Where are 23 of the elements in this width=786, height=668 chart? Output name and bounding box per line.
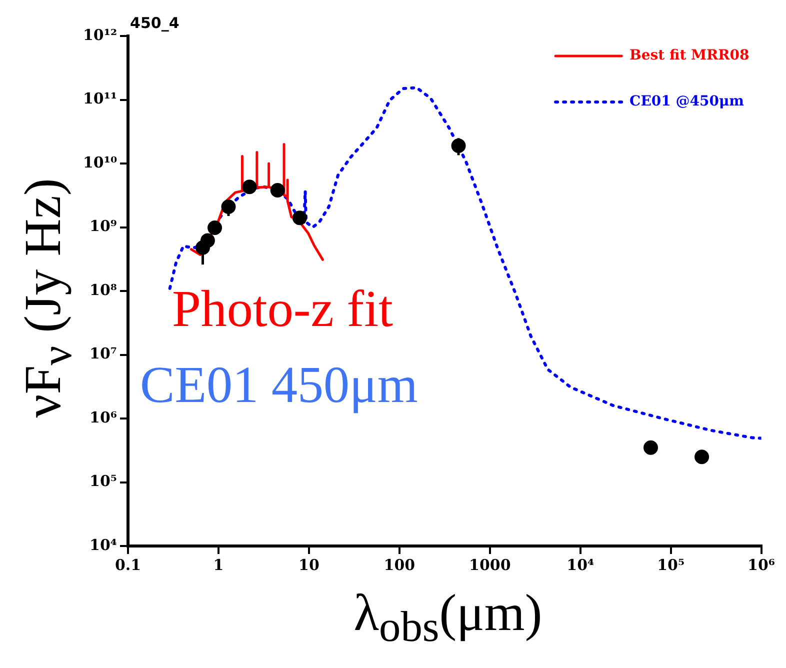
x-axis-title: λ$_{obs}$(μm) bbox=[354, 584, 542, 652]
y-tick-label: 10¹² bbox=[83, 26, 118, 44]
x-tick-label: 0.1 bbox=[114, 556, 142, 574]
y-tick-label: 10¹¹ bbox=[83, 90, 118, 108]
x-tick-label: 10⁶ bbox=[748, 556, 776, 574]
y-tick-label: 10⁹ bbox=[90, 217, 118, 236]
x-tick-label: 10⁵ bbox=[657, 556, 685, 574]
x-tick-label: 100 bbox=[384, 556, 416, 574]
annotation: CE01 450μm bbox=[140, 357, 418, 414]
y-tick-label: 10¹⁰ bbox=[83, 153, 118, 172]
y-tick-label: 10⁸ bbox=[90, 280, 118, 299]
y-tick-label: 10⁵ bbox=[90, 472, 118, 490]
x-tick-label: 10 bbox=[298, 556, 320, 574]
text: 450_4 bbox=[130, 14, 180, 32]
y-tick-label: 10⁶ bbox=[90, 408, 118, 426]
legend-label: Best fit MRR08 bbox=[630, 48, 750, 64]
y-tick-label: 10⁷ bbox=[90, 344, 118, 363]
x-tick-label: 1000 bbox=[469, 556, 511, 574]
y-tick-label: 10⁴ bbox=[90, 536, 118, 554]
x-tick-label: 1 bbox=[213, 556, 224, 574]
annotation: Photo-z fit bbox=[172, 281, 394, 338]
x-tick-label: 10⁴ bbox=[566, 556, 594, 574]
legend-label: CE01 @450μm bbox=[630, 94, 744, 110]
